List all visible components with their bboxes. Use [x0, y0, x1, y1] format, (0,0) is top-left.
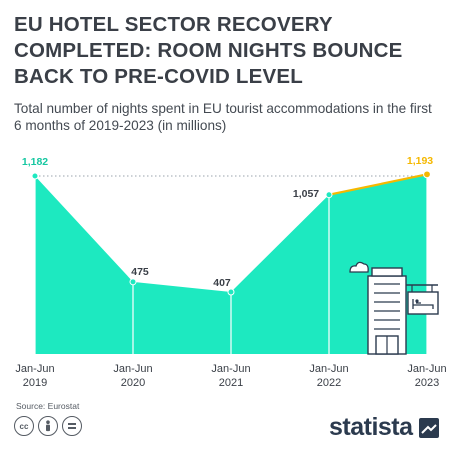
value-label: 1,057: [293, 188, 319, 200]
x-tick-label: 2020: [121, 377, 145, 389]
x-tick-label: Jan-Jun: [211, 363, 250, 375]
statista-mark-icon: [418, 417, 439, 438]
value-label: 475: [131, 266, 149, 278]
person-icon: [38, 416, 58, 436]
page-subtitle: Total number of nights spent in EU touri…: [14, 101, 432, 133]
data-point: [423, 170, 431, 179]
data-point: [227, 288, 235, 296]
page-title: EU HOTEL SECTOR RECOVERY COMPLETED: ROOM…: [14, 13, 403, 88]
x-tick-label: 2022: [317, 377, 341, 389]
value-label: 1,193: [407, 155, 433, 167]
license-icons: cc: [14, 416, 82, 438]
statista-logo[interactable]: statista: [329, 413, 439, 442]
x-tick-label: 2023: [415, 377, 439, 389]
brand-name: statista: [329, 413, 413, 441]
equals-icon: [62, 416, 82, 436]
x-tick-label: 2021: [219, 377, 243, 389]
data-point: [129, 278, 137, 286]
source-note: Source: Eurostat: [16, 401, 80, 411]
x-tick-label: 2019: [23, 377, 47, 389]
value-label: 1,182: [22, 156, 48, 168]
x-tick-label: Jan-Jun: [407, 363, 446, 375]
hotel-building-icon: [349, 261, 439, 355]
value-label: 407: [213, 277, 231, 289]
data-point: [31, 172, 39, 180]
x-tick-label: Jan-Jun: [309, 363, 348, 375]
highlight-segment: [328, 173, 428, 196]
x-tick-label: Jan-Jun: [113, 363, 152, 375]
x-tick-label: Jan-Jun: [15, 363, 54, 375]
cc-icon: cc: [14, 416, 34, 436]
data-point: [325, 191, 333, 199]
